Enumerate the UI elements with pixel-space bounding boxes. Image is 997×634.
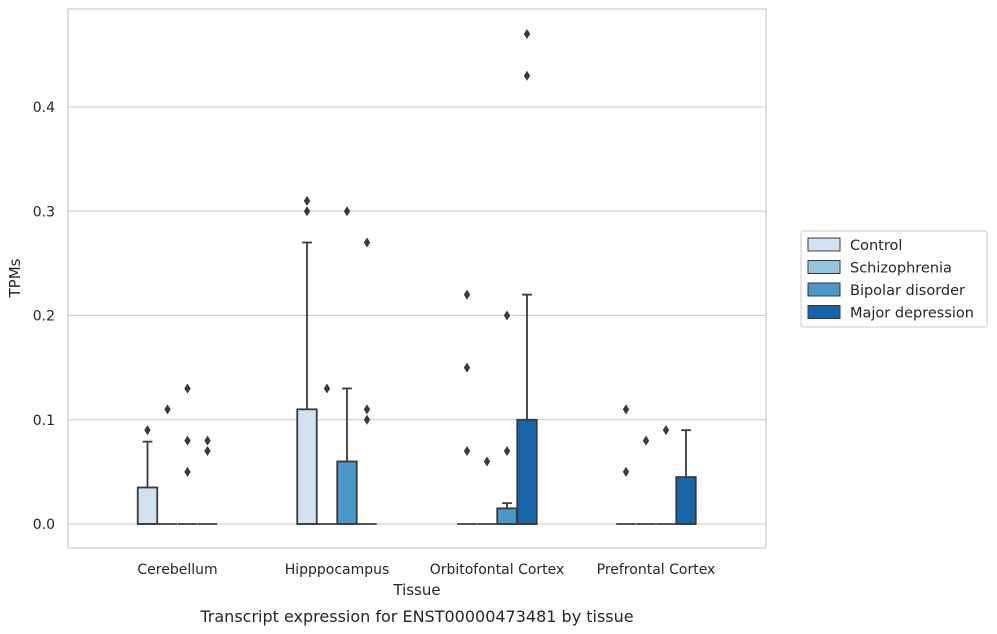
outlier-point <box>523 70 531 81</box>
legend-swatch <box>807 237 841 252</box>
outlier-point <box>463 446 471 457</box>
x-tick-label: Cerebellum <box>137 562 217 578</box>
outlier-point <box>622 404 630 415</box>
outlier-point <box>144 425 151 436</box>
x-tick-label: Orbitofontal Cortex <box>430 562 565 578</box>
outlier-point <box>343 206 351 217</box>
outlier-point <box>363 237 371 248</box>
outlier-point <box>463 362 471 373</box>
outlier-point <box>363 414 371 425</box>
outlier-point <box>642 435 650 446</box>
legend-frame <box>800 230 988 328</box>
outlier-point <box>303 206 311 217</box>
box-bipolar-disorder <box>336 460 358 525</box>
legend-swatch <box>807 260 841 274</box>
legend-entry: Control <box>850 238 902 254</box>
outlier-point <box>184 383 191 394</box>
x-tick-label: Prefrontal Cortex <box>597 562 716 578</box>
outlier-points <box>144 29 670 477</box>
plot-boxes <box>136 241 697 525</box>
outlier-point <box>523 29 531 40</box>
box-control <box>296 408 318 525</box>
y-tick-labels: 0.0 0.1 0.2 0.3 0.4 <box>33 100 55 533</box>
outlier-point <box>622 466 630 477</box>
outlier-point <box>164 404 171 415</box>
outlier-point <box>184 466 191 477</box>
x-tick-labels: Cerebellum Hipppocampus Orbitofontal Corte… <box>137 562 715 578</box>
outlier-point <box>323 383 331 394</box>
outlier-point <box>204 446 211 457</box>
legend-swatch <box>807 282 841 297</box>
y-tick-label: 0.2 <box>33 309 55 325</box>
x-tick-label: Hipppocampus <box>285 562 390 578</box>
legend-entry: Schizophrenia <box>850 261 952 277</box>
box-bipolar-disorder <box>496 507 518 525</box>
outlier-point <box>483 456 491 467</box>
legend-swatch <box>807 305 841 319</box>
legend-entry: Bipolar disorder <box>850 283 965 299</box>
box-control <box>136 486 159 525</box>
y-axis-label: TPMs <box>6 258 24 298</box>
x-axis-label: Tissue <box>392 581 440 599</box>
y-tick-label: 0.1 <box>33 413 55 429</box>
outlier-point <box>363 404 371 415</box>
legend: Control Schizophrenia Bipolar disorder Majo… <box>800 230 988 328</box>
outlier-point <box>662 425 670 436</box>
outlier-point <box>503 310 511 321</box>
legend-entry: Major depression <box>850 306 974 322</box>
y-tick-label: 0.3 <box>33 204 55 220</box>
box-major-depression <box>675 476 697 525</box>
chart-caption: Transcript expression for ENST0000047348… <box>199 607 633 626</box>
plot-frame <box>67 8 767 549</box>
outlier-point <box>204 435 211 446</box>
outlier-point <box>463 289 471 300</box>
outlier-point <box>184 435 191 446</box>
box-major-depression <box>516 418 538 525</box>
outlier-point <box>303 195 311 206</box>
y-tick-label: 0.4 <box>33 100 55 116</box>
outlier-point <box>503 446 511 457</box>
y-tick-label: 0.0 <box>33 517 55 533</box>
